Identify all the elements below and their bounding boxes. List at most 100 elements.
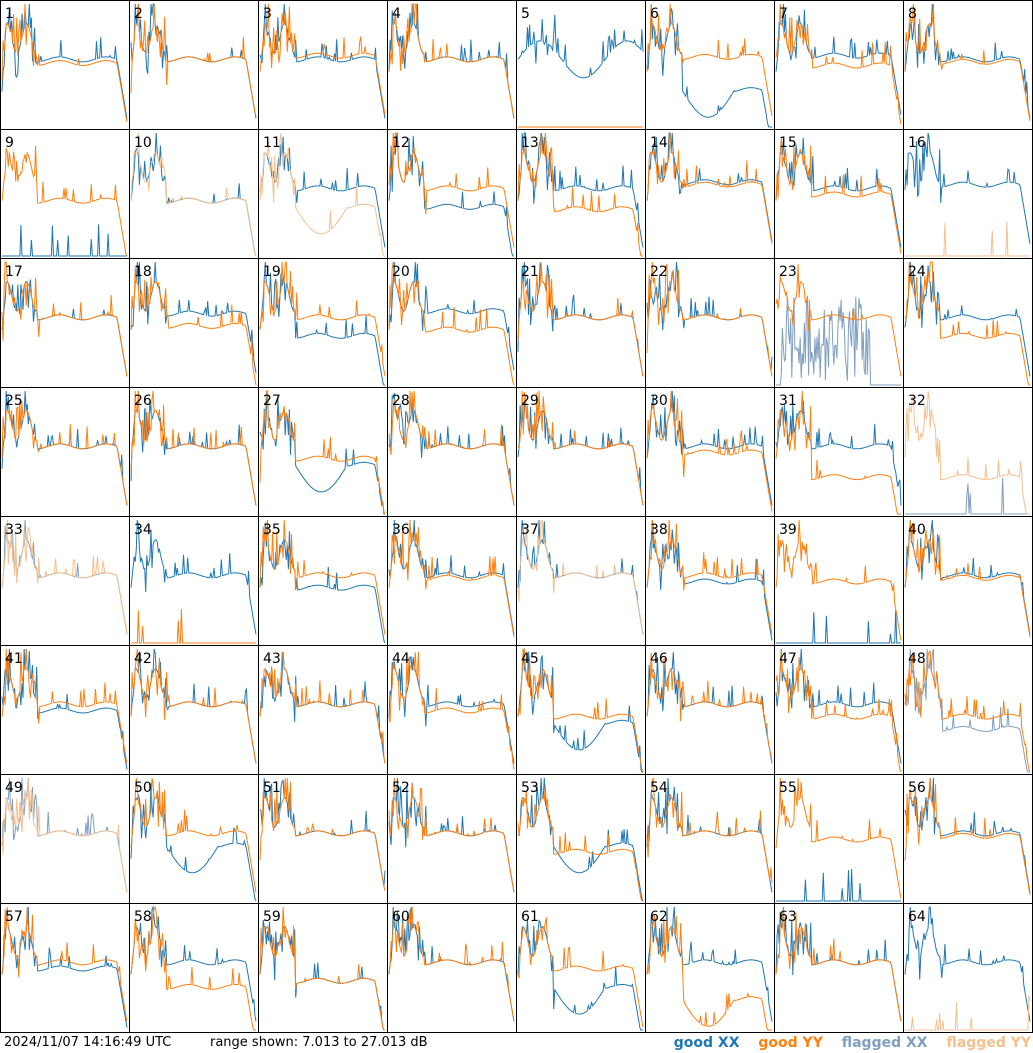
panel-frame — [645, 129, 775, 259]
panel-label: 43 — [263, 651, 281, 667]
panel-5: 5 — [516, 0, 646, 130]
series-yy-26 — [130, 390, 257, 506]
panel-label: 12 — [392, 135, 410, 151]
series-xx-6 — [646, 3, 772, 128]
panel-frame — [774, 645, 904, 775]
panel-label: 9 — [5, 135, 14, 151]
panel-29: 29 — [516, 387, 646, 517]
panel-label: 13 — [521, 135, 539, 151]
panel-label: 6 — [650, 6, 659, 22]
panel-53: 53 — [516, 774, 646, 904]
panel-frame — [903, 774, 1033, 904]
series-yy-55 — [775, 777, 902, 899]
panel-frame — [129, 645, 259, 775]
series-yy-14 — [646, 132, 773, 244]
series-yy-15 — [775, 137, 902, 254]
panel-18: 18 — [129, 258, 259, 388]
panel-60: 60 — [387, 903, 517, 1033]
panel-label: 42 — [134, 651, 152, 667]
panel-label: 19 — [263, 264, 281, 280]
panel-label: 22 — [650, 264, 668, 280]
panel-3: 3 — [258, 0, 388, 130]
series-xx-47 — [775, 648, 902, 764]
panel-label: 7 — [779, 6, 788, 22]
series-yy-1 — [1, 3, 128, 123]
panel-20: 20 — [387, 258, 517, 388]
series-xx-8 — [904, 3, 1031, 119]
series-xx-36 — [388, 519, 515, 635]
panel-41: 41 — [0, 645, 130, 775]
panel-label: 39 — [779, 522, 797, 538]
series-yy-53 — [517, 784, 643, 902]
panel-label: 20 — [392, 264, 410, 280]
series-xx-23 — [776, 296, 901, 386]
panel-13: 13 — [516, 129, 646, 259]
panel-63: 63 — [774, 903, 904, 1033]
panel-frame — [516, 129, 646, 259]
panel-57: 57 — [0, 903, 130, 1033]
panel-9: 9 — [0, 129, 130, 259]
panel-frame — [516, 0, 646, 130]
panel-label: 27 — [263, 393, 281, 409]
series-yy-41 — [1, 648, 128, 764]
panel-12: 12 — [387, 129, 517, 259]
series-xx-62 — [646, 906, 773, 1022]
series-xx-16 — [904, 132, 1031, 244]
series-yy-18 — [130, 267, 257, 386]
series-xx-18 — [130, 261, 257, 373]
series-yy-52 — [388, 777, 515, 893]
panel-label: 17 — [5, 264, 23, 280]
panel-22: 22 — [645, 258, 775, 388]
panel-14: 14 — [645, 129, 775, 259]
range-text: range shown: 7.013 to 27.013 dB — [210, 1035, 428, 1050]
panel-34: 34 — [129, 516, 259, 646]
panel-label: 11 — [263, 135, 281, 151]
panel-frame — [258, 774, 388, 904]
series-xx-57 — [1, 906, 128, 1028]
panel-37: 37 — [516, 516, 646, 646]
panel-label: 23 — [779, 264, 797, 280]
panel-frame — [258, 903, 388, 1033]
panel-label: 61 — [521, 909, 539, 925]
panel-label: 59 — [263, 909, 281, 925]
series-xx-38 — [646, 519, 773, 641]
timestamp: 2024/11/07 14:16:49 UTC — [4, 1035, 172, 1050]
panel-frame — [258, 516, 388, 646]
panel-frame — [645, 516, 775, 646]
series-yy-27 — [259, 390, 386, 515]
panel-label: 50 — [134, 780, 152, 796]
panel-30: 30 — [645, 387, 775, 517]
series-yy-35 — [259, 519, 386, 635]
panel-label: 24 — [908, 264, 926, 280]
panel-label: 33 — [5, 522, 23, 538]
panel-label: 8 — [908, 6, 917, 22]
panel-label: 57 — [5, 909, 23, 925]
panel-23: 23 — [774, 258, 904, 388]
panel-33: 33 — [0, 516, 130, 646]
legend-flagged-yy: flagged YY — [946, 1035, 1031, 1051]
series-xx-55 — [776, 868, 901, 902]
panel-frame — [387, 0, 517, 130]
panel-1: 1 — [0, 0, 130, 130]
panel-7: 7 — [774, 0, 904, 130]
panel-label: 1 — [5, 6, 14, 22]
panel-label: 40 — [908, 522, 926, 538]
panel-label: 16 — [908, 135, 926, 151]
panel-label: 37 — [521, 522, 539, 538]
panel-61: 61 — [516, 903, 646, 1033]
panel-label: 53 — [521, 780, 539, 796]
series-yy-31 — [775, 390, 901, 515]
series-xx-32 — [905, 477, 1030, 515]
series-yy-29 — [517, 390, 644, 506]
series-xx-31 — [775, 400, 902, 506]
panel-43: 43 — [258, 645, 388, 775]
panel-38: 38 — [645, 516, 775, 646]
panel-frame — [0, 387, 130, 517]
panel-label: 36 — [392, 522, 410, 538]
series-yy-34 — [131, 608, 256, 644]
series-yy-8 — [904, 3, 1031, 121]
legend-good-xx: good XX — [673, 1035, 740, 1051]
series-yy-12 — [388, 132, 515, 248]
panel-40: 40 — [903, 516, 1033, 646]
